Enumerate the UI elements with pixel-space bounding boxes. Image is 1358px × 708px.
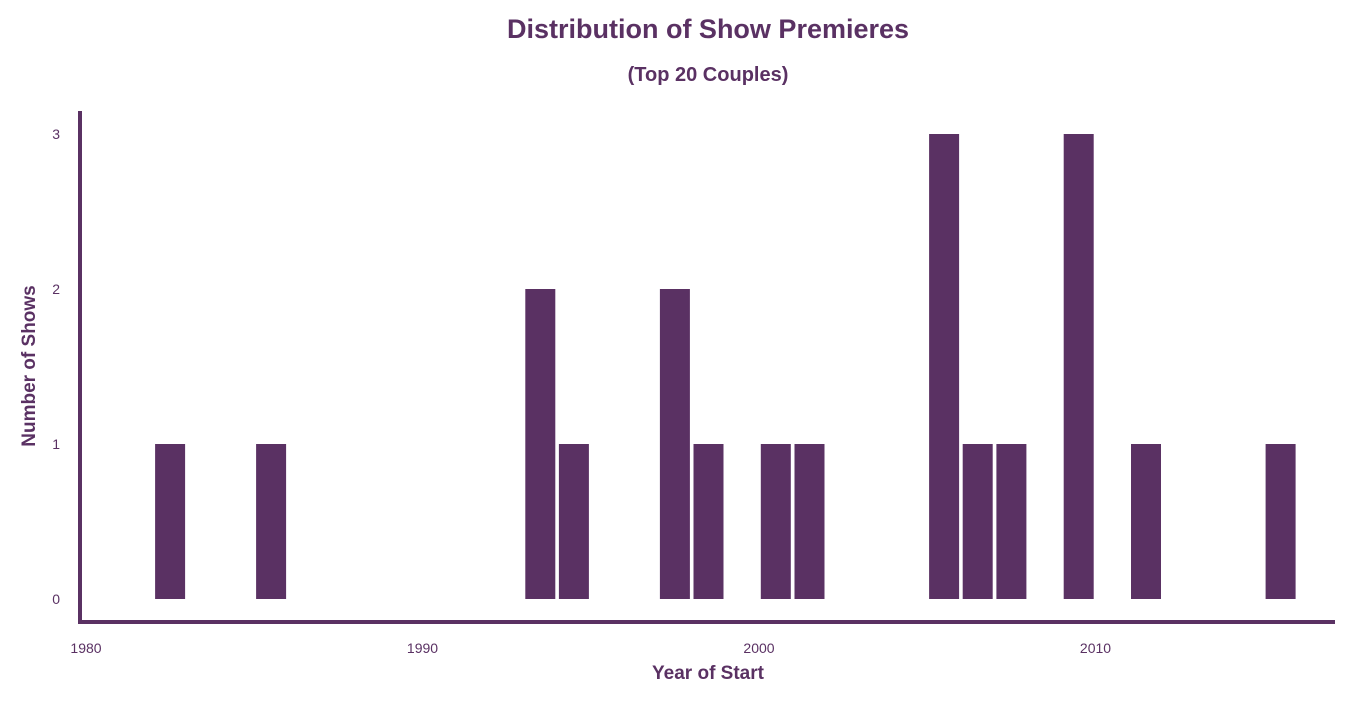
y-tick-label: 0 — [52, 591, 60, 607]
bar-2011 — [1131, 444, 1161, 599]
chart-title: Distribution of Show Premieres — [506, 14, 910, 44]
y-axis-label: Number of Shows — [19, 285, 40, 447]
x-tick-label: 1980 — [70, 640, 101, 656]
y-tick-label: 2 — [52, 281, 60, 297]
bar-2006 — [962, 444, 993, 599]
y-tick-label: 1 — [52, 436, 60, 452]
y-axis-ticks: 0 1 2 3 — [52, 126, 60, 607]
bar-2000 — [760, 444, 791, 599]
bar-1997 — [659, 289, 690, 599]
x-axis-label: Year of Start — [652, 663, 764, 684]
x-tick-label: 2010 — [1080, 640, 1111, 656]
x-axis-ticks: 1980 1990 2000 2010 — [70, 640, 1111, 656]
chart-subtitle: (Top 20 Couples) — [627, 64, 789, 86]
y-tick-label: 3 — [52, 126, 60, 142]
bar-1985 — [256, 444, 287, 599]
bar-2009 — [1063, 134, 1094, 599]
x-tick-label: 2000 — [743, 640, 774, 656]
bar-1993 — [525, 289, 556, 599]
bar-2007 — [996, 444, 1027, 599]
x-tick-label: 1990 — [407, 640, 438, 656]
bar-1998 — [693, 444, 724, 599]
bar-1994 — [558, 444, 589, 599]
bar-1982 — [155, 444, 186, 599]
bar-2001 — [794, 444, 825, 599]
bar-2015 — [1265, 444, 1296, 599]
bar-2005 — [929, 134, 960, 599]
bars-group — [155, 134, 1296, 599]
